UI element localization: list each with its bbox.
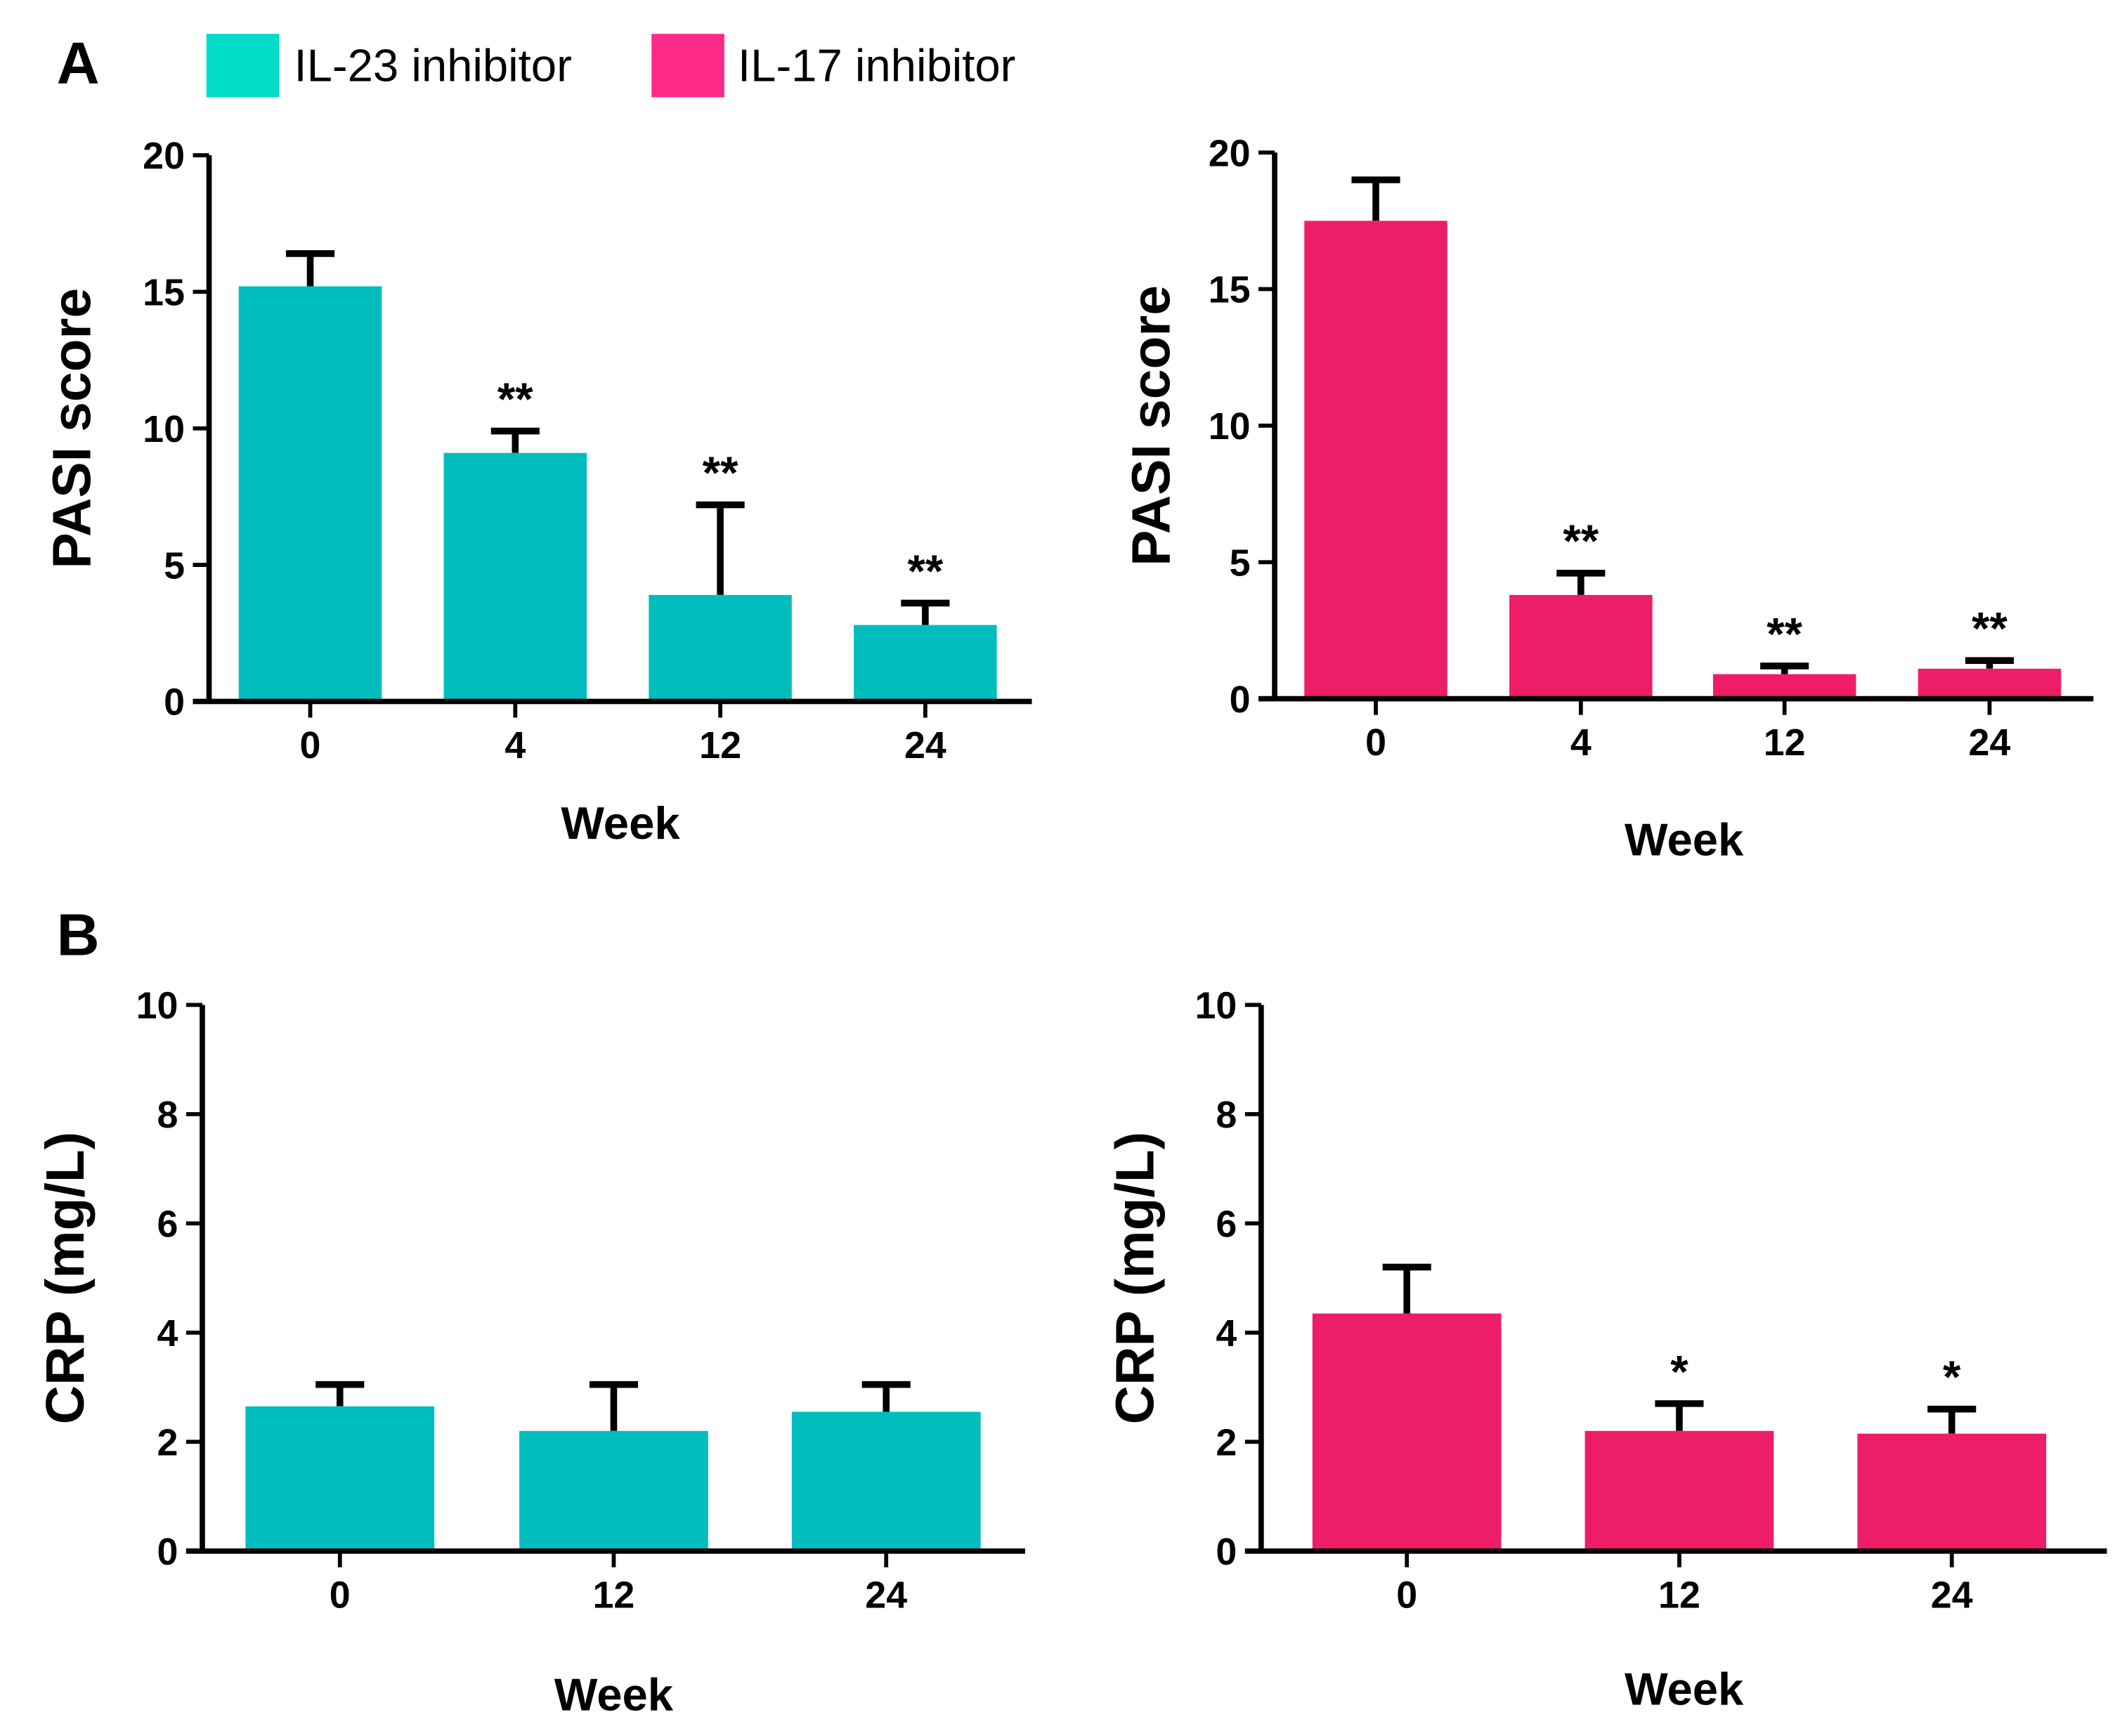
y-tick-label: 4 [1216, 1312, 1237, 1355]
x-tick-label: 12 [1764, 722, 1806, 764]
y-tick-label: 20 [143, 135, 185, 177]
y-axis-title: PASI score [1121, 285, 1181, 566]
bar [1509, 594, 1653, 699]
x-tick-label: 12 [593, 1574, 635, 1616]
y-tick-label: 8 [1216, 1094, 1237, 1136]
y-tick-label: 2 [157, 1422, 178, 1464]
x-tick-label: 12 [699, 724, 741, 766]
x-axis-title: Week [1625, 814, 1744, 865]
x-tick-label: 4 [1570, 722, 1592, 764]
significance-marker: ** [1563, 516, 1599, 567]
legend-swatch-il23 [206, 34, 280, 98]
significance-marker: ** [703, 448, 738, 499]
x-axis-title: Week [1625, 1664, 1744, 1715]
legend: IL-23 inhibitor IL-17 inhibitor [206, 34, 1015, 98]
significance-marker: ** [497, 374, 533, 425]
y-tick-label: 2 [1216, 1422, 1237, 1464]
bar [245, 1406, 435, 1551]
legend-label-il17: IL-17 inhibitor [738, 39, 1015, 91]
significance-marker: * [1670, 1346, 1688, 1397]
y-tick-label: 10 [143, 408, 185, 450]
y-axis-title: CRP (mg/L) [1105, 1132, 1165, 1425]
bar [1312, 1313, 1502, 1551]
y-tick-label: 0 [1230, 679, 1251, 721]
y-tick-label: 8 [157, 1094, 178, 1136]
bar [854, 625, 997, 702]
y-tick-label: 0 [164, 681, 185, 724]
x-tick-label: 4 [505, 724, 526, 766]
y-tick-label: 10 [1209, 405, 1251, 448]
y-tick-label: 0 [1216, 1531, 1237, 1573]
bar [1918, 668, 2062, 699]
y-tick-label: 20 [1209, 132, 1251, 174]
x-tick-label: 24 [904, 724, 946, 766]
panel-label-a: A [57, 30, 100, 96]
y-axis-title: CRP (mg/L) [35, 1132, 96, 1425]
y-axis-title: PASI score [42, 288, 103, 569]
significance-marker: ** [1766, 608, 1802, 660]
x-axis-title: Week [554, 1669, 674, 1720]
x-tick-label: 0 [1396, 1574, 1417, 1616]
y-tick-label: 6 [157, 1203, 178, 1246]
y-tick-label: 10 [1195, 985, 1237, 1027]
legend-label-il23: IL-23 inhibitor [294, 39, 571, 91]
bar-chart-2: 0 ** 4 ** 12 ** 24 0 5 10 15 20 PASI score Week [1121, 132, 2094, 865]
y-tick-label: 4 [157, 1312, 178, 1355]
bar [791, 1411, 981, 1551]
x-tick-label: 24 [1931, 1574, 1973, 1616]
x-tick-label: 24 [1969, 722, 2011, 764]
panel-label-b: B [57, 901, 100, 967]
significance-marker: ** [907, 545, 943, 596]
y-tick-label: 0 [157, 1531, 178, 1573]
bar [238, 286, 382, 702]
x-tick-label: 0 [330, 1574, 351, 1616]
bar [1304, 221, 1447, 699]
x-axis-title: Week [561, 797, 680, 849]
x-tick-label: 12 [1658, 1574, 1700, 1616]
y-tick-label: 15 [1209, 269, 1251, 311]
significance-marker: ** [1972, 603, 2007, 654]
x-tick-label: 24 [865, 1574, 907, 1616]
bar [1584, 1430, 1774, 1551]
bar [519, 1430, 708, 1551]
bar [649, 594, 792, 702]
bar-chart-1: 0 ** 4 ** 12 ** 24 0 5 10 15 20 PASI score Week [42, 135, 1032, 849]
x-tick-label: 0 [300, 724, 321, 766]
y-tick-label: 10 [136, 985, 178, 1027]
bar [1712, 674, 1856, 699]
y-tick-label: 5 [1230, 542, 1251, 584]
y-tick-label: 15 [143, 272, 185, 314]
bar [443, 452, 587, 702]
y-tick-label: 6 [1216, 1203, 1237, 1246]
legend-swatch-il17 [651, 34, 724, 98]
y-tick-label: 5 [164, 544, 185, 587]
x-tick-label: 0 [1365, 722, 1386, 764]
significance-marker: * [1943, 1352, 1961, 1403]
bar [1857, 1433, 2047, 1551]
